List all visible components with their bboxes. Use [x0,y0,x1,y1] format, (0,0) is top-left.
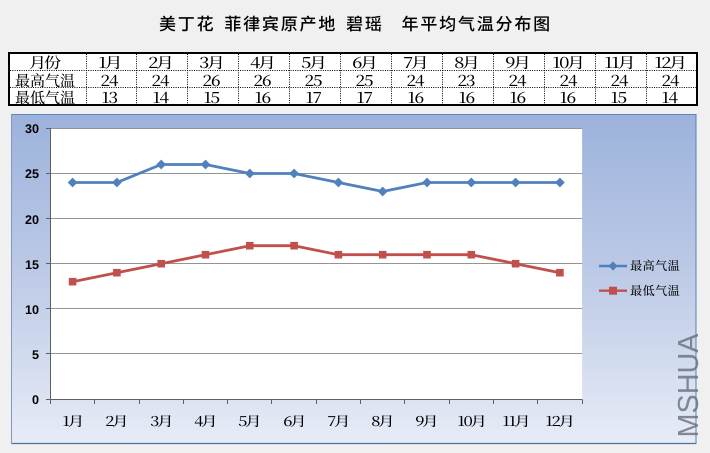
svg-text:MSHUA: MSHUA [673,333,705,438]
